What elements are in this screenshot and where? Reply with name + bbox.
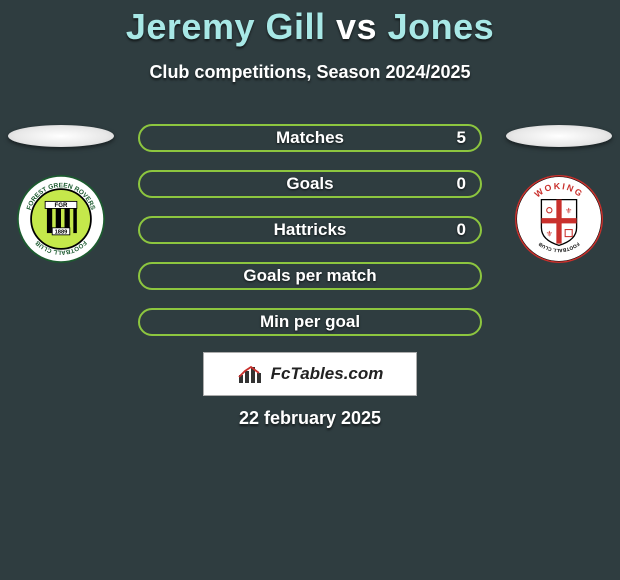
stat-bar-min-per-goal: Min per goal <box>138 308 482 336</box>
right-ellipse <box>506 125 612 147</box>
left-crest: FOREST GREEN ROVERS FOOTBALL CLUB FGR 18… <box>17 175 105 263</box>
stat-bar-goals: Goals 0 <box>138 170 482 198</box>
svg-text:⚜: ⚜ <box>546 230 553 239</box>
stat-label: Hattricks <box>274 220 347 240</box>
stat-bar-hattricks: Hattricks 0 <box>138 216 482 244</box>
stat-bar-matches: Matches 5 <box>138 124 482 152</box>
left-ellipse <box>8 125 114 147</box>
player1-name: Jeremy Gill <box>126 6 326 47</box>
stat-bars: Matches 5 Goals 0 Hattricks 0 Goals per … <box>138 124 482 336</box>
brand-box: FcTables.com <box>203 352 417 396</box>
stat-bar-goals-per-match: Goals per match <box>138 262 482 290</box>
svg-text:⚜: ⚜ <box>565 207 572 216</box>
subtitle: Club competitions, Season 2024/2025 <box>0 62 620 83</box>
stat-label: Matches <box>276 128 344 148</box>
left-column: FOREST GREEN ROVERS FOOTBALL CLUB FGR 18… <box>6 125 116 263</box>
right-column: WOKING FOOTBALL CLUB ⚜ ⚜ <box>504 125 614 263</box>
stat-value: 0 <box>457 220 466 240</box>
right-crest: WOKING FOOTBALL CLUB ⚜ ⚜ <box>515 175 603 263</box>
bar-chart-icon <box>237 363 265 385</box>
page-title: Jeremy Gill vs Jones <box>0 0 620 48</box>
stat-value: 5 <box>457 128 466 148</box>
player2-name: Jones <box>388 6 495 47</box>
brand-text: FcTables.com <box>271 364 384 384</box>
vs-text: vs <box>336 6 377 47</box>
svg-text:1889: 1889 <box>55 230 68 236</box>
svg-text:FGR: FGR <box>55 202 69 209</box>
stat-label: Min per goal <box>260 312 360 332</box>
forest-green-rovers-crest-icon: FOREST GREEN ROVERS FOOTBALL CLUB FGR 18… <box>17 175 105 263</box>
woking-crest-icon: WOKING FOOTBALL CLUB ⚜ ⚜ <box>515 175 603 263</box>
date-text: 22 february 2025 <box>0 408 620 429</box>
stat-value: 0 <box>457 174 466 194</box>
stat-label: Goals per match <box>243 266 376 286</box>
stat-label: Goals <box>286 174 333 194</box>
